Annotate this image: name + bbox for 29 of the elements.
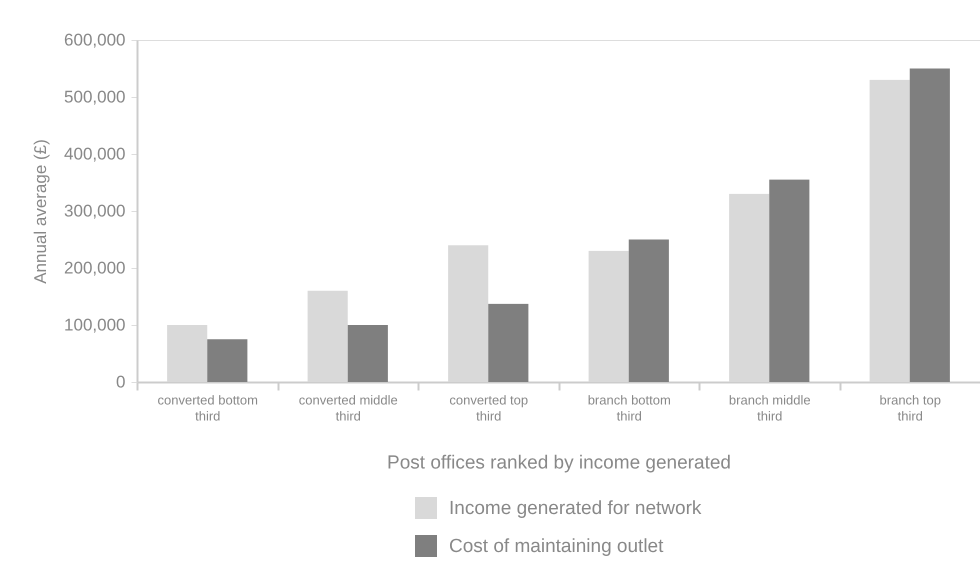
y-tick-label: 400,000 [64,144,126,164]
y-tick-label: 600,000 [64,30,126,50]
x-tick-label: branch top third [880,392,941,424]
x-tick-label: converted middle third [298,392,398,424]
x-tick-label: branch bottom third [588,392,671,424]
y-tick-label: 500,000 [64,88,126,106]
bar [488,304,528,382]
bar [870,80,910,382]
y-tick-label: 100,000 [64,316,126,334]
bar [588,250,629,382]
y-tick-label: 300,000 [64,202,126,220]
y-tick-label: 200,000 [64,258,126,278]
bar [769,180,810,382]
bar [448,245,488,382]
bar [207,339,248,382]
legend-label: Income generated for network [449,498,702,519]
y-tick-label: 0 [116,372,126,392]
x-tick-label: converted bottom third [158,392,258,424]
bar [348,325,388,382]
bar [167,325,208,382]
bar [628,240,669,382]
bar [729,194,770,382]
x-tick-label: branch middle third [728,392,811,424]
x-tick-label: converted top third [449,392,528,424]
y-axis-title: Annual average (£) [31,139,50,284]
legend-label: Cost of maintaining outlet [449,536,664,557]
x-axis-title: Post offices ranked by income generated [387,452,731,474]
bar [910,68,950,382]
bar [308,290,348,382]
